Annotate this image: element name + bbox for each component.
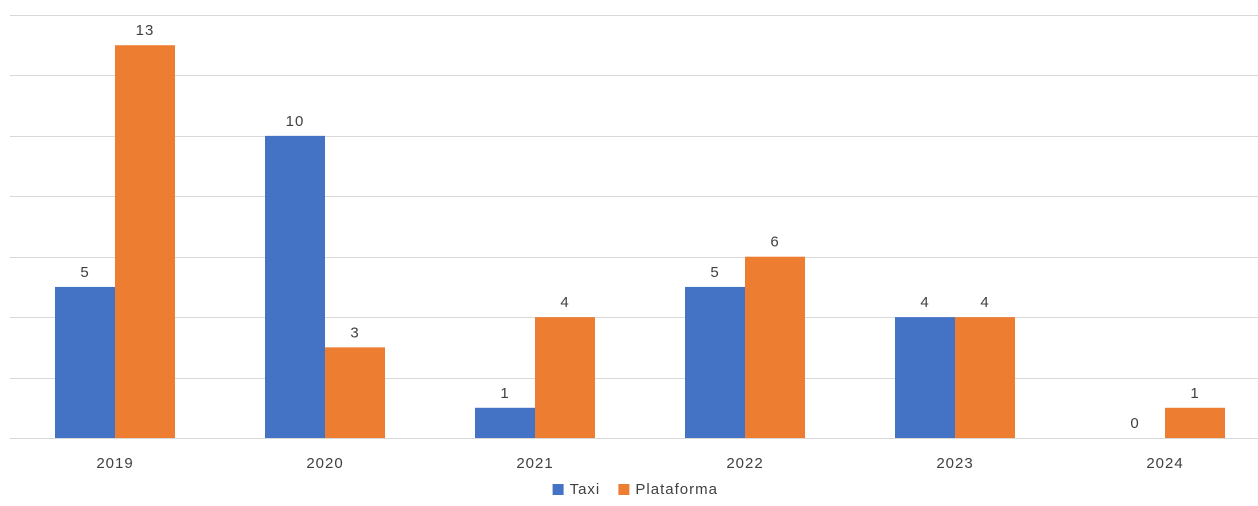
data-label-taxi-2021: 1	[500, 385, 509, 402]
x-tick-label-2019: 2019	[96, 455, 133, 472]
bar-plataforma-2020	[325, 347, 385, 438]
data-label-taxi-2022: 5	[710, 264, 719, 281]
bar-taxi-2020	[265, 135, 325, 438]
x-tick-label-2020: 2020	[306, 455, 343, 472]
legend-swatch-plataforma	[618, 484, 630, 495]
x-tick-label-2024: 2024	[1146, 455, 1183, 472]
legend-label-taxi: Taxi	[570, 481, 601, 498]
data-label-taxi-2024: 0	[1130, 415, 1139, 432]
bar-plataforma-2019	[115, 45, 175, 438]
data-label-plataforma-2024: 1	[1190, 385, 1199, 402]
data-label-taxi-2020: 10	[286, 113, 305, 130]
data-label-plataforma-2022: 6	[770, 234, 779, 251]
data-label-taxi-2019: 5	[80, 264, 89, 281]
bar-plataforma-2022	[745, 256, 805, 438]
data-label-plataforma-2021: 4	[560, 294, 569, 311]
data-labels: 5 13 10 3 1 4 5 6 4 4 0 1	[80, 22, 1199, 432]
legend-swatch-taxi	[552, 484, 564, 495]
x-tick-label-2023: 2023	[936, 455, 973, 472]
bar-taxi-2019	[55, 286, 115, 438]
data-label-plataforma-2019: 13	[136, 22, 155, 39]
bar-plataforma-2024	[1165, 407, 1225, 438]
legend: Taxi Plataforma	[552, 481, 718, 498]
data-label-taxi-2023: 4	[920, 294, 929, 311]
x-axis: 2019 2020 2021 2022 2023 2024	[10, 438, 1258, 472]
bar-plataforma-2021	[535, 317, 595, 438]
bar-taxi-2022	[685, 286, 745, 438]
bar-plataforma-2023	[955, 317, 1015, 438]
x-tick-label-2021: 2021	[516, 455, 553, 472]
gridlines	[10, 15, 1258, 379]
legend-label-plataforma: Plataforma	[635, 481, 718, 498]
x-tick-label-2022: 2022	[726, 455, 763, 472]
data-label-plataforma-2023: 4	[980, 294, 989, 311]
data-label-plataforma-2020: 3	[350, 324, 359, 341]
bar-taxi-2023	[895, 317, 955, 438]
bar-taxi-2021	[475, 407, 535, 438]
bars	[55, 45, 1225, 438]
